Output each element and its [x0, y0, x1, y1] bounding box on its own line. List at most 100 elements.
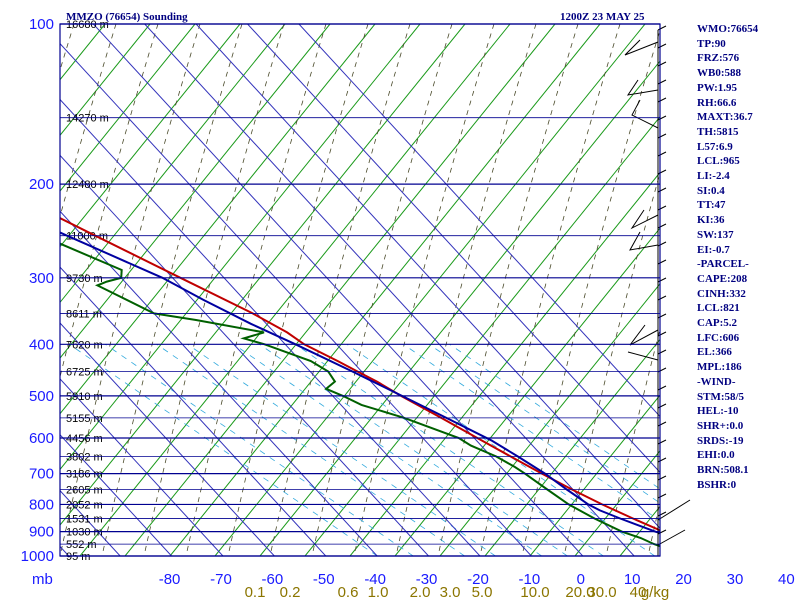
wind-barb-tick: [657, 187, 667, 193]
wind-barb-tick: [657, 403, 667, 409]
temperature-tick-label: -40: [364, 571, 386, 588]
moist-adiabat: [605, 327, 660, 556]
mixing-ratio-label: 20.0: [565, 584, 594, 600]
height-label: 16680 m: [66, 19, 109, 31]
mixing-ratio-label: 1.0: [368, 584, 389, 600]
dry-adiabat: [304, 115, 660, 556]
moist-adiabat: [185, 24, 327, 556]
dry-adiabat: [124, 24, 556, 556]
index-entry: SRDS:-19: [697, 434, 744, 447]
wind-barb-tick: [657, 97, 667, 103]
isotherm: [60, 42, 532, 556]
temperature-tick-label: 10: [624, 571, 641, 588]
wind-barb-tick: [657, 475, 667, 481]
wind-barb: [629, 231, 659, 251]
temperature-tick-label: -80: [159, 571, 181, 588]
index-entry: CINH:332: [697, 287, 746, 300]
mixing-ratio-label: 10.0: [520, 584, 549, 600]
moist-adiabat: [563, 171, 660, 556]
moist-adiabat: [60, 24, 159, 379]
height-label: 1531 m: [66, 513, 103, 525]
isotherm: [247, 24, 660, 474]
dewpoint-line: [60, 242, 660, 548]
mixing-ratio-line: [295, 343, 604, 556]
wind-barb-tick: [657, 313, 667, 319]
isotherm: [60, 98, 481, 556]
pressure-tick-label: 200: [29, 176, 54, 193]
wind-barb-tick: [657, 385, 667, 391]
station-title: MMZO (76654) Sounding: [66, 11, 188, 23]
index-entry: -PARCEL-: [697, 258, 749, 271]
isotherm: [144, 24, 635, 556]
wind-barb-tick: [657, 205, 667, 211]
pressure-unit-label: mb: [32, 571, 53, 588]
mixing-ratio-label: 0.6: [338, 584, 359, 600]
moist-adiabat: [60, 24, 201, 556]
mixing-ratio-line: [156, 343, 465, 556]
height-label: 12480 m: [66, 179, 109, 191]
pressure-tick-label: 100: [29, 16, 54, 33]
wind-barb-tick: [657, 493, 667, 499]
temperature-tick-label: -50: [313, 571, 335, 588]
dry-adiabat: [79, 24, 511, 556]
pressure-tick-label: 300: [29, 270, 54, 287]
temperature-tick-label: -70: [210, 571, 232, 588]
pressure-tick-label: 400: [29, 336, 54, 353]
moist-adiabat: [101, 24, 243, 556]
wind-barb-tick: [657, 61, 667, 67]
wind-barb-tick: [657, 259, 667, 265]
isotherm: [60, 266, 327, 556]
isotherm: [195, 24, 660, 529]
wind-barb: [630, 209, 659, 230]
isotherm: [298, 24, 660, 418]
index-entry: WB0:588: [697, 67, 741, 80]
index-entry: PW:1.95: [697, 81, 738, 94]
wind-barb-tick: [657, 277, 667, 283]
wind-barb-tick: [657, 223, 667, 229]
mixing-ratio-label: 5.0: [472, 584, 493, 600]
temperature-tick-label: -30: [416, 571, 438, 588]
index-entry: STM:58/5: [697, 390, 745, 403]
index-entry: MAXT:36.7: [697, 111, 753, 124]
height-label: 3802 m: [66, 451, 103, 463]
height-label: 1030 m: [66, 527, 103, 539]
temperature-tick-label: 0: [577, 571, 585, 588]
index-entry: LI:-2.4: [697, 170, 730, 183]
wind-barb-tick: [657, 151, 667, 157]
moist-adiabat: [521, 29, 660, 556]
mixing-ratio-line: [187, 343, 496, 556]
temperature-tick-label: 40: [778, 571, 795, 588]
dry-adiabat: [60, 24, 286, 304]
dry-adiabat: [574, 450, 660, 556]
index-entry: TT:47: [697, 199, 726, 212]
isotherm: [60, 434, 172, 556]
index-entry: TP:90: [697, 37, 726, 50]
dry-adiabat: [60, 24, 376, 415]
height-label: 8611 m: [66, 308, 102, 320]
height-label: 3186 m: [66, 469, 103, 481]
mixing-ratio-label: 30.0: [587, 584, 616, 600]
height-label: 5910 m: [66, 391, 103, 403]
index-entry: BRN:508.1: [697, 464, 749, 477]
index-entry: LCL:965: [697, 155, 740, 168]
mixing-ratio-line: [69, 343, 378, 556]
plot-frame: [59, 23, 661, 557]
wind-barb-tick: [657, 457, 667, 463]
mixing-ratio-label: g/kg: [641, 584, 669, 600]
mixing-ratio-label: 3.0: [440, 584, 461, 600]
index-entry: MPL:186: [697, 361, 742, 374]
index-entry: RH:66.6: [697, 96, 737, 109]
dry-adiabat: [60, 24, 151, 137]
isotherm: [92, 24, 584, 556]
mixing-ratio-line: [259, 343, 568, 556]
dry-adiabat: [439, 283, 660, 556]
indices-panel: WMO:76654 TP:90 FRZ:576 WB0:588 PW:1.95 RH:66…: [697, 22, 797, 493]
moist-adiabat: [395, 24, 537, 556]
wind-barb-tick: [657, 349, 667, 355]
mixing-ratio-line: [346, 343, 655, 556]
height-label: 552 m: [66, 539, 97, 551]
wind-barb: [657, 529, 686, 546]
moist-adiabat: [311, 24, 453, 556]
index-entry: L57:6.9: [697, 140, 733, 153]
mixing-ratio-line: [105, 343, 414, 556]
